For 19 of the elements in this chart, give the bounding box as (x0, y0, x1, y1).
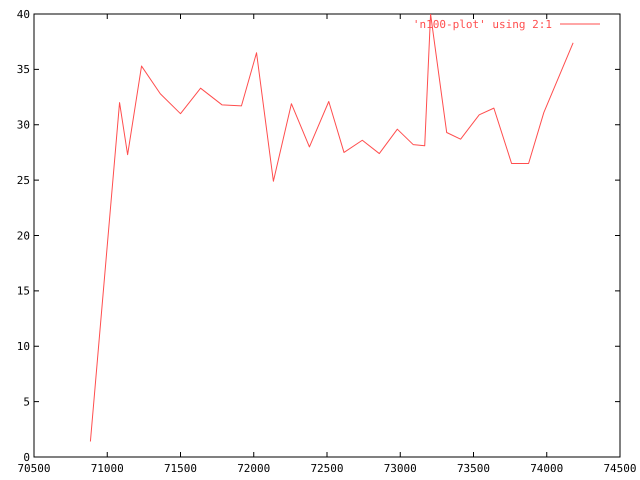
y-tick-label: 5 (23, 395, 30, 408)
x-tick-label: 72000 (237, 462, 270, 475)
y-tick-label: 20 (16, 229, 30, 242)
x-tick-label: 71000 (90, 462, 124, 475)
x-tick-label: 73500 (456, 462, 490, 475)
y-tick-label: 30 (16, 118, 30, 132)
x-tick-label: 71500 (164, 462, 198, 475)
y-tick-label: 35 (16, 63, 30, 76)
x-tick-label: 74000 (530, 462, 564, 475)
x-tick-label: 73000 (384, 462, 417, 475)
y-tick-label: 40 (16, 8, 30, 21)
line-series (90, 14, 574, 442)
y-tick-label: 25 (16, 174, 30, 187)
x-tick-label: 72500 (310, 462, 344, 475)
y-tick-label: 10 (16, 340, 30, 354)
x-tick-label: 74500 (603, 462, 637, 475)
y-tick-label: 0 (23, 450, 30, 464)
x-tick-label: 70500 (17, 462, 51, 475)
y-tick-label: 15 (16, 284, 30, 298)
